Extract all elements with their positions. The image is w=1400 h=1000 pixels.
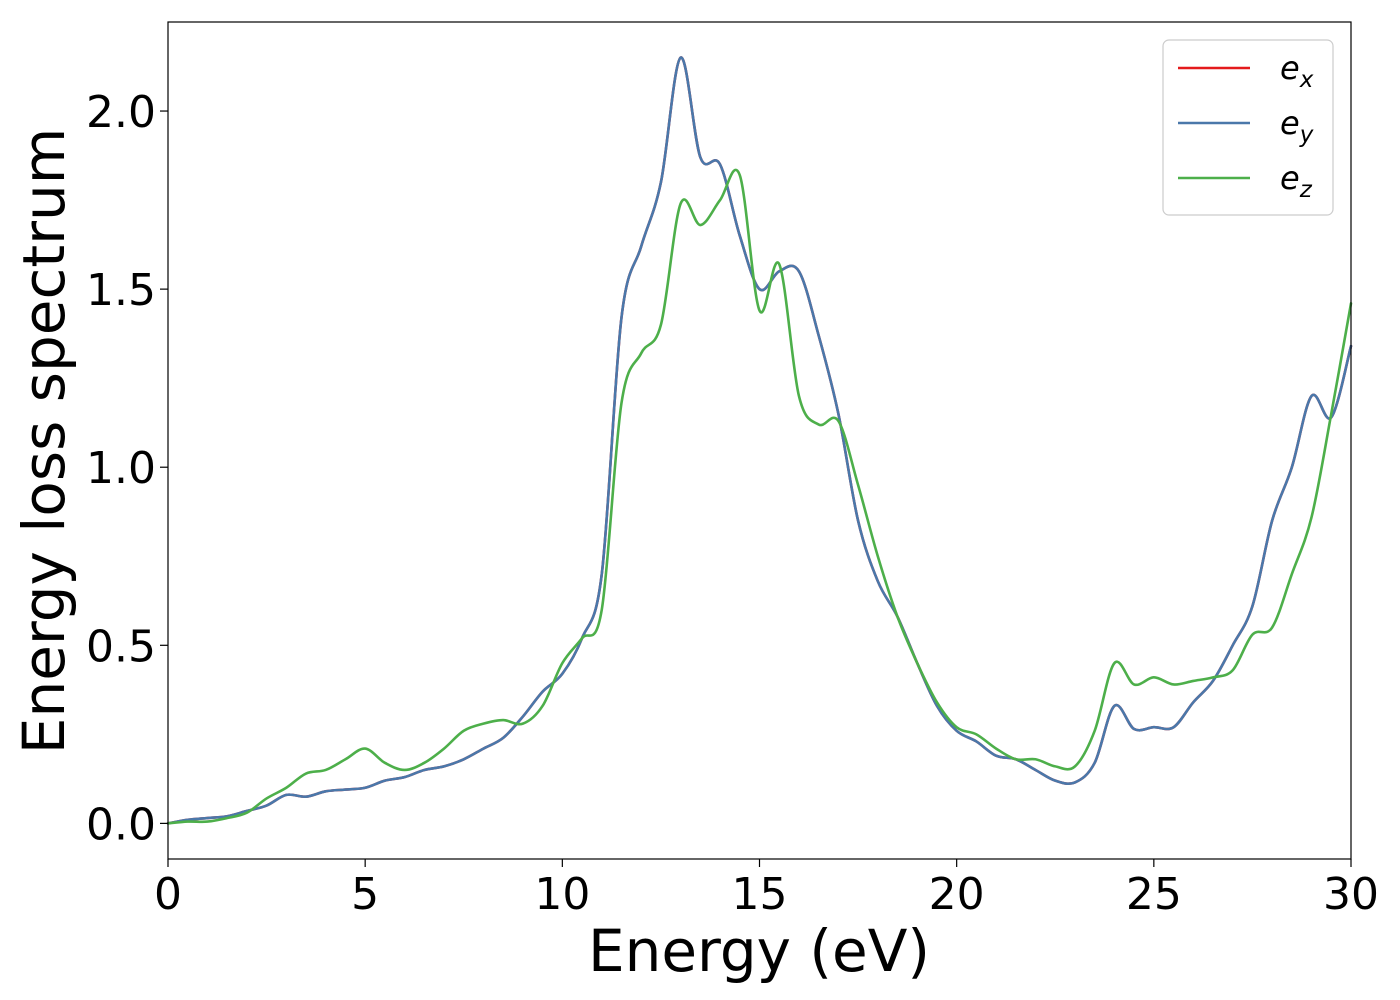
legend-label-ez: ez: [1280, 159, 1313, 203]
x-tick-label: 30: [1323, 869, 1379, 920]
x-tick-label: 20: [929, 869, 985, 920]
legend-label-ey: ey: [1280, 104, 1314, 148]
legend: ex ey ez: [1162, 39, 1334, 216]
x-axis: 0 5 10 15 20 25 30: [154, 859, 1379, 920]
y-tick-label: 1.5: [86, 265, 156, 316]
y-tick-label: 0.0: [86, 799, 156, 850]
x-tick-label: 10: [534, 869, 590, 920]
y-tick-label: 0.5: [86, 621, 156, 672]
series-line-ey: [166, 56, 1353, 825]
x-tick-label: 5: [351, 869, 379, 920]
series-line-ez: [166, 168, 1353, 825]
x-axis-title: Energy (eV): [588, 917, 930, 985]
y-tick-label: 1.0: [86, 443, 156, 494]
legend-label-ex: ex: [1280, 49, 1314, 93]
y-tick-label: 2.0: [86, 87, 156, 138]
y-axis-title: Energy loss spectrum: [10, 128, 78, 754]
legend-box: [1162, 39, 1334, 216]
y-axis: 0.0 0.5 1.0 1.5 2.0: [86, 87, 168, 850]
x-tick-label: 15: [732, 869, 788, 920]
x-tick-label: 0: [154, 869, 182, 920]
x-tick-label: 25: [1126, 869, 1182, 920]
plot-lines: [166, 56, 1353, 825]
